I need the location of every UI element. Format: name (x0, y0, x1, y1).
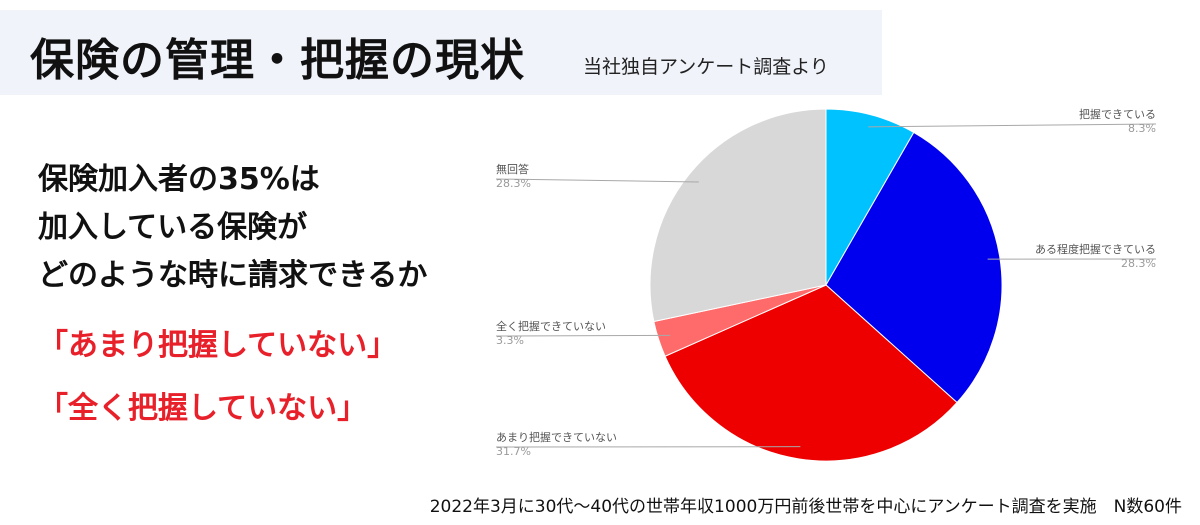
lead-text: 保険加入者の35%は 加入している保険が どのような時に請求できるか (38, 156, 427, 300)
pie-slice-5 (649, 108, 827, 323)
slice-value-1: 8.3% (1128, 122, 1156, 135)
lead-line-2: 加入している保険が (38, 210, 308, 245)
slice-value-2: 28.3% (1121, 257, 1156, 270)
leader-line-1 (868, 123, 1157, 128)
pie-slice-1 (825, 108, 915, 287)
footnote: 2022年3月に30代〜40代の世帯年収1000万円前後世帯を中心にアンケート調… (429, 497, 1182, 517)
quote-not-much: 「あまり把握していない」 (38, 328, 398, 363)
slice-label-3: あまり把握できていない (496, 430, 617, 444)
leader-line-5 (495, 178, 699, 183)
header-band (0, 10, 882, 95)
slice-label-2: ある程度把握できている (1035, 242, 1156, 256)
slice-label-5: 無回答 (496, 162, 529, 176)
slice-value-4: 3.3% (496, 334, 524, 347)
lead-line-3: どのような時に請求できるか (38, 258, 428, 293)
pie-slice-3 (664, 284, 958, 462)
lead-line-1: 保険加入者の35%は (38, 162, 320, 197)
slice-label-4: 全く把握できていない (496, 319, 606, 333)
page-subtitle: 当社独自アンケート調査より (583, 56, 829, 78)
slice-value-5: 28.3% (496, 177, 531, 190)
page-title: 保険の管理・把握の現状 (30, 35, 525, 86)
slice-value-3: 31.7% (496, 445, 531, 458)
quote-not-at-all: 「全く把握していない」 (38, 391, 368, 426)
slice-label-1: 把握できている (1079, 107, 1156, 121)
leader-line-4 (495, 334, 671, 337)
pie-slice-2 (825, 131, 1003, 404)
